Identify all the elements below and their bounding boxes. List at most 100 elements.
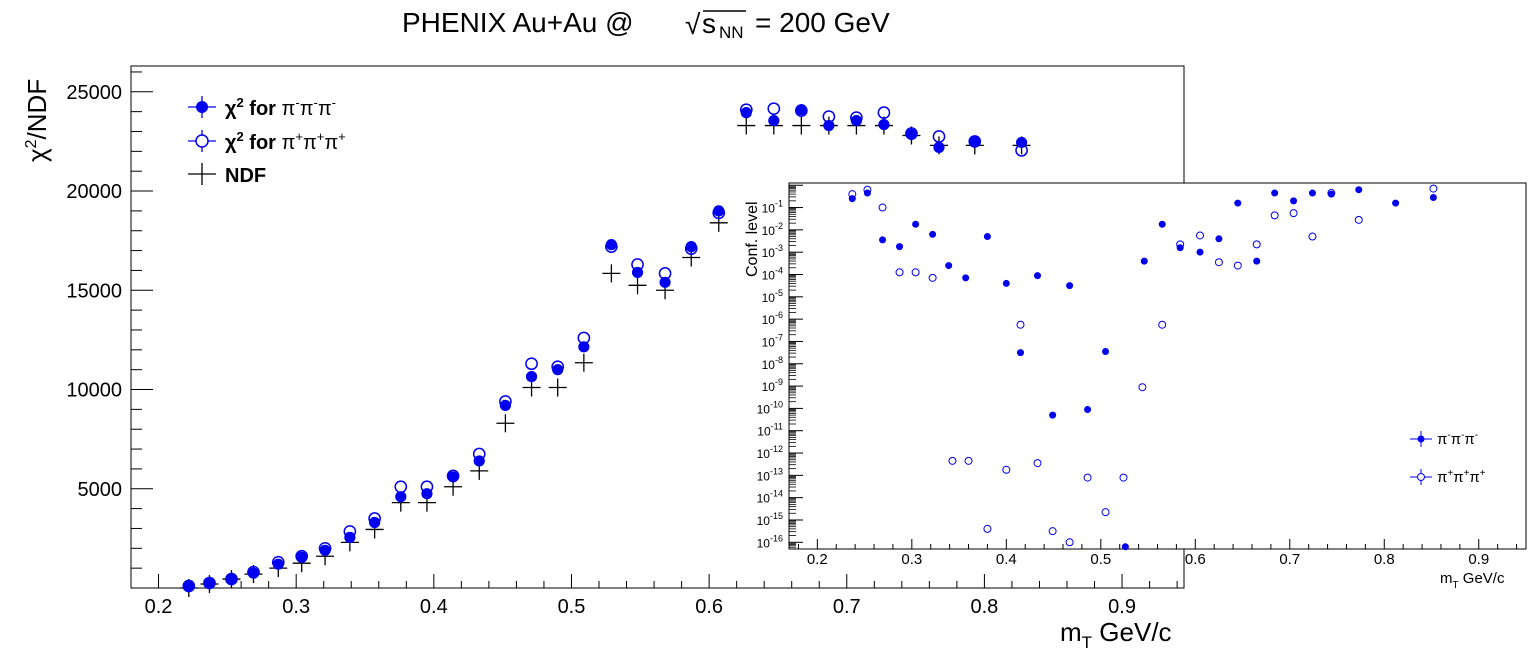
inset-plus-point [895,268,904,277]
inset-legend-entry-plus: π+π+π+ [1410,468,1486,486]
inset-minus-point [1308,189,1316,197]
inset-x-axis-title: mT GeV/c [1440,570,1505,591]
legend-pi: π [282,132,296,154]
inset-minus-point [1140,257,1148,265]
title-nn: NN [719,23,744,42]
legend-charge: - [1475,430,1478,441]
ndf-point [548,378,567,397]
chi2-minus-point [203,577,216,589]
legend-chi: χ [225,98,237,120]
legend-charge: - [314,95,318,110]
inset-x-tick-label: 0.8 [1374,551,1395,568]
inset-minus-point [1084,406,1092,414]
inset-minus-point [912,220,920,228]
legend-charge: + [1480,468,1486,479]
inset-legend: π-π-π- π+π+π+ [1410,430,1486,486]
inset-y-tick-labels: 10-1610-1510-1410-1310-1210-1110-1010-91… [757,199,783,551]
inset-plus-point [1214,258,1223,267]
legend-entry-ndf: NDF [188,163,266,187]
main-data-points [179,102,1031,597]
inset-x-tick-label: 0.6 [1185,551,1206,568]
legend-charge: - [1461,430,1464,441]
inset-minus-point [1253,257,1261,265]
inset-plus-point [1308,232,1317,241]
tick-exponent: -10 [770,399,783,409]
inset-plus-point [1048,527,1057,536]
ndf-point [737,116,756,135]
inset-plus-point [964,456,973,465]
inset-plus-point [1083,473,1092,482]
title-main: PHENIX Au+Au @ [402,7,634,38]
inset-legend-marker-filled [1417,435,1425,443]
legend-pi: π [1451,431,1461,448]
title-energy: = 200 GeV [755,7,890,38]
x-tick-label: 0.9 [1108,596,1136,618]
inset-minus-point [962,274,970,282]
inset-minus-point [1002,279,1010,287]
chi2-plus-point [767,102,781,116]
ndf-point [792,116,811,135]
chi2-minus-point [395,491,407,503]
inset-minus-point [1034,272,1042,280]
inset-minus-point [1049,411,1057,419]
inset-y-tick-label: 10-12 [757,444,783,461]
inset-x-tick-labels: 0.2 0.3 0.4 0.5 0.6 0.7 0.8 0.9 [807,551,1489,568]
chi2-minus-point [933,141,945,153]
inset-minus-point [1121,543,1129,551]
inset-plus-point [1289,209,1298,218]
main-x-tick-labels: 0.2 0.3 0.4 0.5 0.6 0.7 0.8 0.9 [145,596,1136,618]
inset-plot-frame [788,182,1527,550]
main-xlabel-sub: T [1082,633,1092,651]
chi2-minus-point [768,114,780,127]
ndf-point [602,264,621,283]
chi2-minus-point [183,580,195,592]
inset-plus-point [878,203,887,212]
tick-exponent: -16 [770,533,783,543]
inset-y-tick-label: 10-15 [757,511,783,528]
inset-plus-point [1327,189,1336,198]
inset-xlabel-m: m [1440,570,1453,587]
x-tick-label: 0.8 [971,596,999,618]
inset-legend-label-plus: π+π+π+ [1437,468,1486,486]
y-tick-label: 15000 [66,280,122,302]
chi2-minus-point [525,371,538,383]
inset-plot: 0.2 0.3 0.4 0.5 0.6 0.7 0.8 0.9 10-1610-1510-14… [744,182,1527,591]
tick-base: 10 [762,202,776,216]
inset-y-tick-label: 10-4 [762,266,783,283]
tick-base: 10 [762,358,776,372]
chi2-minus-point [713,205,725,217]
inset-plus-point [848,190,857,199]
legend-charge: + [1447,468,1453,479]
x-tick-label: 0.7 [833,596,861,618]
inset-plus-point [948,456,957,465]
inset-xlabel-sub: T [1453,580,1459,591]
legend-sup: 2 [237,95,244,110]
inset-data-points [848,184,1438,551]
legend-pi: π [282,98,296,120]
title-s: s [702,8,716,39]
tick-base: 10 [757,492,771,506]
tick-exponent: -8 [775,355,783,365]
chi2-minus-point [499,399,511,411]
chi2-minus-point [552,364,564,376]
chi2-minus-point [344,531,356,543]
tick-base: 10 [757,402,771,416]
tick-base: 10 [762,224,776,238]
legend-charge: + [317,129,325,144]
legend-pi: π [1437,469,1447,486]
tick-exponent: -11 [771,422,783,432]
inset-x-tick-label: 0.5 [1090,551,1111,568]
inset-y-tick-label: 10-3 [762,243,783,260]
inset-plus-point [1158,320,1167,329]
chi2-minus-point [447,471,459,483]
chi2-minus-point [795,104,807,116]
inset-minus-point [1271,189,1279,197]
legend-label-ndf: NDF [225,165,266,187]
inset-plus-point [911,268,920,277]
inset-axis-ticks [789,184,1518,549]
inset-y-tick-label: 10-2 [762,221,783,238]
inset-plus-point [1101,508,1110,517]
main-legend: χ2 for π-π-π- χ2 for π+π+π+ NDF [188,95,346,187]
chi2-plus-point [394,480,408,494]
